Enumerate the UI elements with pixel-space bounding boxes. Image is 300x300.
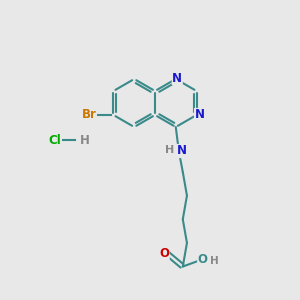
Text: N: N [195,109,205,122]
Text: Cl: Cl [49,134,62,146]
Text: H: H [165,145,174,155]
Text: Br: Br [81,109,96,122]
Text: H: H [210,256,218,266]
Text: N: N [177,145,187,158]
Text: O: O [159,247,169,260]
Text: O: O [198,253,208,266]
Text: H: H [80,134,90,146]
Text: N: N [172,71,182,85]
